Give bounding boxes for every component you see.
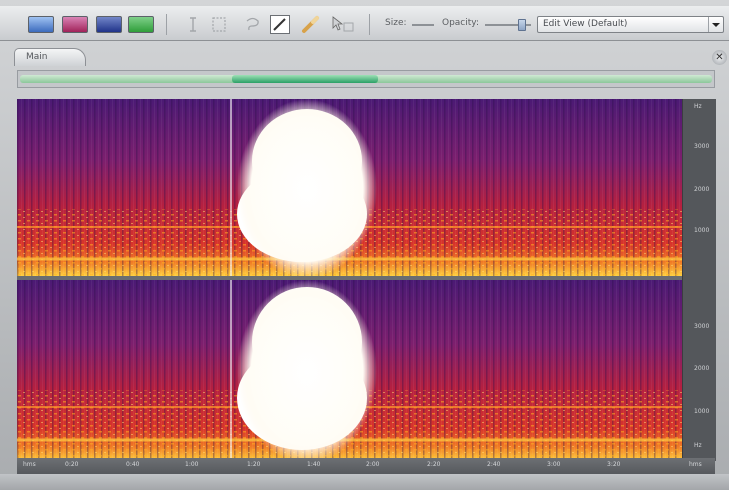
freq-tick-label: 3000: [694, 143, 710, 150]
tab-main[interactable]: Main: [14, 48, 86, 66]
time-tick-label: 1:40: [307, 461, 321, 468]
freq-tick-label: 2000: [694, 186, 710, 193]
time-tick-label: 0:40: [126, 461, 140, 468]
toolbar-separator: [369, 14, 370, 35]
time-tick-label: hms: [689, 461, 702, 468]
time-tick-label: 3:00: [547, 461, 561, 468]
spectral-phase-display-button[interactable]: [96, 16, 122, 33]
overview-visible-range[interactable]: [232, 75, 378, 83]
freq-tick-label: 2000: [694, 365, 710, 372]
spectral-pan-display-button[interactable]: [62, 16, 88, 33]
time-tick-label: 2:00: [366, 461, 380, 468]
view-select[interactable]: Edit View (Default): [537, 16, 724, 33]
toolbar-separator: [166, 14, 167, 35]
marquee-tool-icon[interactable]: [211, 15, 228, 34]
lasso-tool-icon[interactable]: [244, 15, 261, 34]
close-icon[interactable]: ✕: [712, 50, 727, 65]
time-tick-label: hms: [23, 461, 36, 468]
time-tick-label: 2:40: [487, 461, 501, 468]
time-tick-label: 1:20: [247, 461, 261, 468]
spectrogram-channel-right[interactable]: [17, 280, 682, 461]
spectrogram-channel-left[interactable]: [17, 99, 682, 276]
spectral-frequency-display-button[interactable]: [28, 16, 54, 33]
time-tick-label: 2:20: [427, 461, 441, 468]
freq-tick-label: Hz: [694, 103, 702, 110]
size-slider-track[interactable]: [412, 24, 434, 26]
size-label: Size:: [385, 18, 407, 28]
toolbar: Size: Opacity: Edit View (Default): [0, 6, 729, 41]
freq-tick-label: 1000: [694, 408, 710, 415]
spectral-display[interactable]: Hz 3000 2000 1000 3000 2000 1000 Hz: [17, 99, 716, 461]
waveform-display-button[interactable]: [128, 16, 154, 33]
frequency-ruler: Hz 3000 2000 1000 3000 2000 1000 Hz: [682, 99, 716, 461]
time-tick-label: 1:00: [185, 461, 199, 468]
freq-tick-label: 1000: [694, 227, 710, 234]
move-tool-icon[interactable]: [330, 15, 356, 34]
freq-tick-label: Hz: [694, 442, 702, 449]
opacity-label: Opacity:: [442, 18, 479, 28]
status-area: [0, 474, 729, 490]
chevron-down-icon[interactable]: [708, 17, 723, 32]
time-ruler[interactable]: hms 0:20 0:40 1:00 1:20 1:40 2:00 2:20 2…: [17, 458, 715, 474]
opacity-slider-track[interactable]: [485, 24, 531, 26]
time-selection-tool-icon[interactable]: [185, 15, 202, 34]
tab-main-label: Main: [26, 52, 48, 62]
view-select-value: Edit View (Default): [543, 19, 628, 29]
time-tick-label: 3:20: [607, 461, 621, 468]
overview-navigator[interactable]: [17, 70, 715, 88]
brush-tool-icon[interactable]: [270, 15, 290, 34]
time-tick-label: 0:20: [65, 461, 79, 468]
freq-tick-label: 3000: [694, 323, 710, 330]
spot-healing-tool-icon[interactable]: [301, 15, 322, 34]
opacity-slider-thumb[interactable]: [518, 19, 526, 31]
